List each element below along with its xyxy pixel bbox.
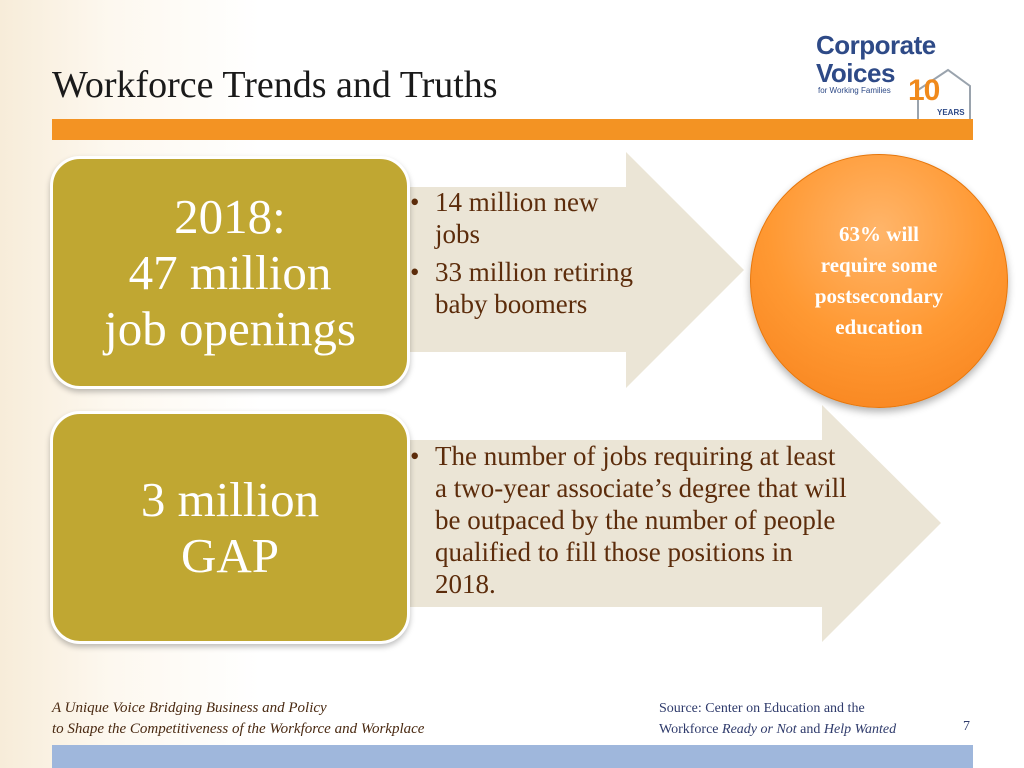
footer-tagline-line-2: to Shape the Competitiveness of the Work… [52, 721, 425, 737]
gap-line-1: 3 million [140, 471, 320, 527]
gap-line-2: GAP [180, 527, 279, 583]
logo-anniversary-number: 10 [908, 74, 940, 107]
job-openings-line-3: job openings [104, 300, 356, 356]
page-number: 7 [963, 719, 970, 734]
job-openings-bullets: 14 million new jobs 33 million retiring … [410, 186, 635, 326]
callout-line-4: education [835, 315, 923, 339]
bullet-retiring-boomers: 33 million retiring baby boomers [410, 256, 635, 320]
bullet-associate-degree-gap: The number of jobs requiring at least a … [410, 440, 850, 600]
slide-title: Workforce Trends and Truths [52, 64, 498, 106]
logo-word-corporate: Corporate [816, 30, 936, 60]
house-outline-icon [917, 68, 971, 128]
gap-box: 3 million GAP [50, 411, 410, 644]
source-workforce-text: Workforce [659, 722, 723, 737]
job-openings-line-2: 47 million [128, 244, 332, 300]
callout-line-1: 63% will [839, 222, 919, 246]
source-line-2: Workforce Ready or Not and Help Wanted [659, 719, 896, 740]
corporate-voices-logo: Corporate Voices for Working Families 10… [812, 28, 978, 128]
postsecondary-callout-circle: 63% will require some postsecondary educ… [750, 154, 1008, 408]
source-citation: Source: Center on Education and the Work… [659, 698, 896, 740]
logo-word-voices: Voices [816, 58, 895, 88]
header-divider-bar [52, 119, 973, 140]
callout-line-3: postsecondary [814, 284, 944, 308]
source-line-1: Source: Center on Education and the [659, 701, 865, 716]
footer-tagline: A Unique Voice Bridging Business and Pol… [52, 698, 424, 740]
job-openings-line-1: 2018: [174, 188, 286, 244]
callout-line-2: require some [820, 253, 938, 277]
source-title-ready-or-not: Ready or Not [722, 722, 797, 737]
source-title-help-wanted: Help Wanted [823, 722, 897, 737]
bullet-new-jobs: 14 million new jobs [410, 186, 635, 250]
source-and-text: and [796, 722, 824, 737]
footer-blue-bar [52, 745, 973, 768]
gap-bullets: The number of jobs requiring at least a … [410, 440, 850, 600]
footer-tagline-line-1: A Unique Voice Bridging Business and Pol… [52, 700, 327, 716]
job-openings-box: 2018: 47 million job openings [50, 156, 410, 389]
logo-anniversary-label: YEARS [937, 108, 965, 117]
logo-tagline: for Working Families [818, 86, 891, 95]
